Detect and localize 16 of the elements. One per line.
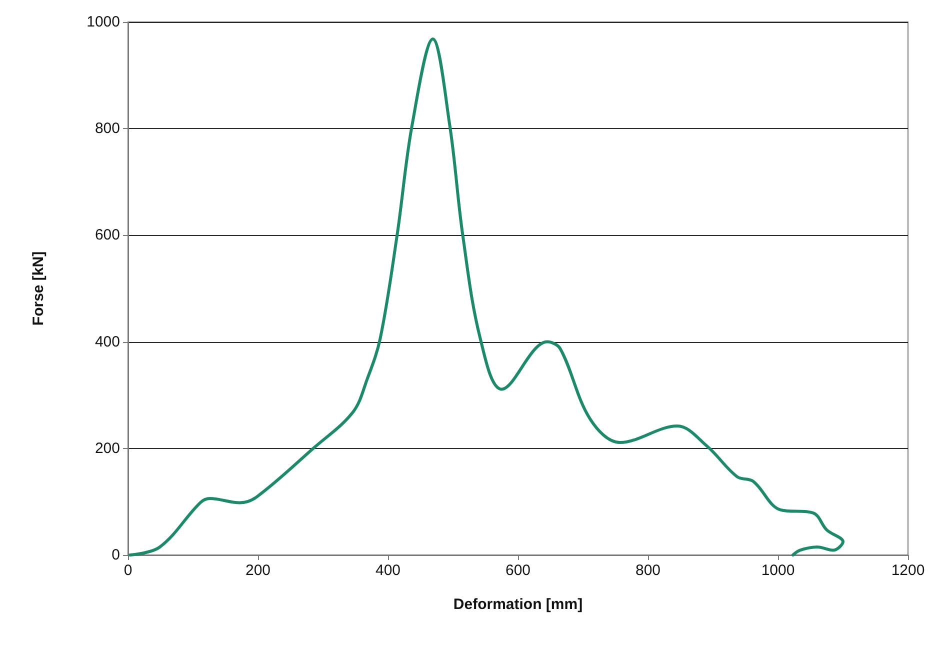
y-tick-label: 800 bbox=[94, 120, 120, 138]
y-axis-title: Forse [kN] bbox=[30, 251, 47, 326]
x-tick-label: 200 bbox=[245, 562, 271, 579]
x-tick-label: 400 bbox=[375, 562, 401, 579]
x-tick-label: 800 bbox=[635, 562, 661, 579]
y-tick-label: 600 bbox=[94, 226, 120, 244]
x-axis-title: Deformation [mm] bbox=[453, 596, 583, 613]
x-tick-label: 600 bbox=[505, 562, 531, 579]
y-tick-label: 0 bbox=[112, 546, 120, 564]
y-tick-label: 200 bbox=[94, 440, 120, 457]
line-series bbox=[128, 38, 844, 556]
y-tick-label: 400 bbox=[94, 333, 120, 350]
x-tick-label: 0 bbox=[124, 562, 132, 579]
x-tick-label: 1000 bbox=[761, 562, 795, 579]
y-tick-label: 1000 bbox=[86, 14, 120, 30]
x-tick-label: 1200 bbox=[891, 562, 925, 579]
